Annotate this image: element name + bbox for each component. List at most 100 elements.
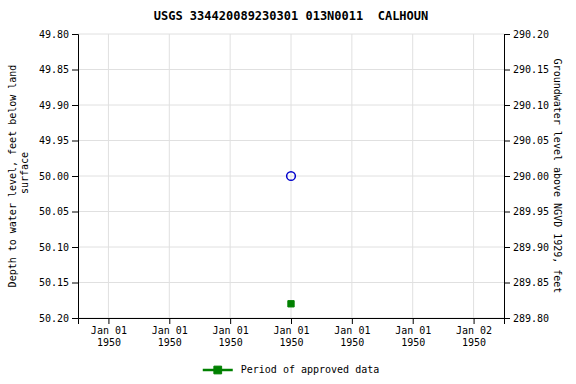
tick: Jan 011950 — [213, 318, 249, 348]
title: USGS 334420089230301 013N0011 CALHOUN — [154, 9, 429, 23]
axis-line — [505, 35, 511, 319]
grid-line — [473, 34, 474, 318]
tick-label: 50.20 — [39, 313, 69, 324]
tick: 49.80 — [39, 29, 78, 40]
tick-mark — [108, 318, 109, 324]
grid-line — [108, 34, 109, 318]
tick-mark — [504, 70, 510, 71]
tick-label: 289.80 — [513, 313, 549, 324]
tick-mark — [72, 34, 78, 35]
tick-label: 289.90 — [513, 242, 549, 253]
tick-label: Jan 011950 — [334, 325, 370, 348]
tick-label: Jan 011950 — [213, 325, 249, 348]
tick-label-line: 1950 — [219, 337, 243, 348]
tick-label-line: Jan 01 — [273, 325, 309, 336]
tick-label: 290.00 — [513, 171, 549, 182]
tick-mark — [72, 212, 78, 213]
tick: 49.95 — [39, 135, 78, 146]
tick-label: Jan 011950 — [273, 325, 309, 348]
tick-label: 289.95 — [513, 206, 549, 217]
tick-mark — [72, 176, 78, 177]
y-axis-label-line: surface — [19, 152, 30, 200]
tick: 289.90 — [504, 242, 549, 253]
tick-mark — [504, 318, 510, 319]
tick-mark — [72, 318, 78, 319]
y-axis-label: Depth to water level, feet below land su… — [7, 65, 30, 288]
marks — [287, 172, 296, 307]
tick: 50.05 — [39, 206, 78, 217]
grid-line — [230, 34, 231, 318]
tick-label-line: Jan 01 — [213, 325, 249, 336]
axis-line — [72, 35, 79, 319]
tick: 50.15 — [39, 277, 78, 288]
tick: 289.95 — [504, 206, 549, 217]
tick-mark — [72, 70, 78, 71]
tick-label: Jan 011950 — [152, 325, 188, 348]
tick-mark — [413, 318, 414, 324]
tick: 290.10 — [504, 100, 549, 111]
plot: Jan 011950Jan 011950Jan 011950Jan 011950… — [39, 29, 549, 348]
tick: 50.20 — [39, 313, 78, 324]
tick: 290.05 — [504, 135, 549, 146]
tick-label: 289.85 — [513, 277, 549, 288]
tick-label-line: 1950 — [462, 337, 486, 348]
tick: 289.85 — [504, 277, 549, 288]
chart: Jan 011950Jan 011950Jan 011950Jan 011950… — [0, 0, 576, 384]
grid-line — [412, 34, 413, 318]
tick: Jan 011950 — [273, 318, 309, 348]
tick: Jan 011950 — [152, 318, 188, 348]
tick-mark — [504, 283, 510, 284]
y2-axis: 290.20 290.15 290.10 290.05 290.00 289.95 289.… — [504, 29, 549, 324]
tick-label: 290.10 — [513, 100, 549, 111]
legend: Period of approved data — [203, 364, 379, 375]
tick-mark — [72, 105, 78, 106]
tick-label-line: 1950 — [401, 337, 425, 348]
x-axis: Jan 011950Jan 011950Jan 011950Jan 011950… — [79, 318, 505, 348]
grid-line — [351, 34, 352, 318]
tick-label: 49.80 — [39, 29, 69, 40]
tick-label: 50.05 — [39, 206, 69, 217]
tick-mark — [504, 212, 510, 213]
tick-label-line: Jan 01 — [91, 325, 127, 336]
tick-label-line: Jan 01 — [152, 325, 188, 336]
tick: Jan 011950 — [91, 318, 127, 348]
legend-item: Period of approved data — [203, 364, 379, 375]
tick-label: 290.05 — [513, 135, 549, 146]
tick-label-line: Jan 02 — [456, 325, 492, 336]
tick-label: Jan 011950 — [91, 325, 127, 348]
tick-label: 50.10 — [39, 242, 69, 253]
tick-label: 50.15 — [39, 277, 69, 288]
tick-mark — [291, 318, 292, 324]
point — [287, 172, 296, 181]
tick: 289.80 — [504, 313, 549, 324]
tick: 290.20 — [504, 29, 549, 40]
grid-line — [169, 34, 170, 318]
tick-mark — [169, 318, 170, 324]
tick-mark — [72, 283, 78, 284]
axis-line — [79, 319, 505, 325]
tick-label: 290.15 — [513, 64, 549, 75]
tick-label-line: 1950 — [279, 337, 303, 348]
tick: 290.15 — [504, 64, 549, 75]
y-axis: 49.80 49.85 49.90 49.95 50.00 50.05 50.10 50.15… — [39, 29, 79, 324]
tick-label-line: Jan 01 — [334, 325, 370, 336]
tick-label: 290.20 — [513, 29, 549, 40]
tick-mark — [352, 318, 353, 324]
tick-mark — [504, 141, 510, 142]
tick-label-line: 1950 — [97, 337, 121, 348]
tick-label: 49.85 — [39, 64, 69, 75]
tick-mark — [504, 176, 510, 177]
tick-mark — [504, 105, 510, 106]
tick-label-line: 1950 — [340, 337, 364, 348]
legend-marker — [214, 366, 222, 374]
tick: 290.00 — [504, 171, 549, 182]
tick: Jan 011950 — [334, 318, 370, 348]
tick: 49.90 — [39, 100, 78, 111]
tick-mark — [72, 141, 78, 142]
y-axis-label-line: Depth to water level, feet below land — [7, 65, 18, 288]
tick-label-line: Jan 01 — [395, 325, 431, 336]
tick-label-line: 1950 — [158, 337, 182, 348]
tick: 50.00 — [39, 171, 78, 182]
tick-mark — [72, 247, 78, 248]
tick-label: Jan 021950 — [456, 325, 492, 348]
